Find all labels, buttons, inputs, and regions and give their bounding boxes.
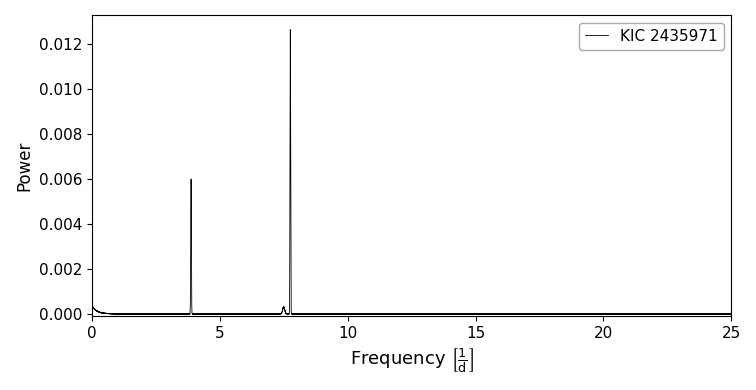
KIC 2435971 <box>102 311 111 316</box>
KIC 2435971 <box>696 312 705 316</box>
KIC 2435971 <box>727 312 736 316</box>
Line: KIC 2435971: KIC 2435971 <box>91 30 731 314</box>
KIC 2435971 <box>667 312 676 316</box>
KIC 2435971 <box>424 312 433 316</box>
KIC 2435971 <box>286 27 295 32</box>
X-axis label: Frequency $\left[\frac{1}{\mathrm{d}}\right]$: Frequency $\left[\frac{1}{\mathrm{d}}\ri… <box>349 346 473 375</box>
Legend: KIC 2435971: KIC 2435971 <box>579 23 723 50</box>
KIC 2435971 <box>575 312 584 316</box>
Y-axis label: Power: Power <box>15 140 33 191</box>
KIC 2435971 <box>166 312 175 316</box>
KIC 2435971 <box>494 312 503 316</box>
KIC 2435971 <box>87 303 96 308</box>
